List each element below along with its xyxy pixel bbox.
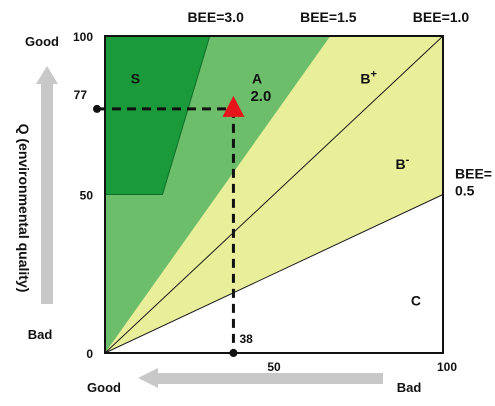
- region-label-a: A: [252, 71, 262, 87]
- x-tick-label-0: 0: [86, 347, 93, 361]
- bee-label-bee-3-0: BEE=3.0: [187, 9, 244, 25]
- y-arrow-shaft: [41, 84, 53, 304]
- y-bad-label: Bad: [28, 327, 53, 342]
- region-label-s: S: [131, 71, 140, 87]
- bee-label-bee-1-0: BEE=1.0: [413, 9, 470, 25]
- bee-line-bee-1-0: [104, 35, 444, 354]
- plot-frame: [104, 35, 444, 354]
- bee-label-bee-1-5: BEE=1.5: [300, 9, 357, 25]
- x-tick-label-100: 100: [437, 360, 457, 374]
- point-value-label: 2.0: [250, 88, 271, 105]
- bee-label-bee-0-5: BEE= 0.5: [455, 166, 492, 199]
- region-label-b-plus: B+: [360, 69, 377, 87]
- x-good-label: Good: [87, 380, 121, 395]
- y-axis-title: Q (environmental quality): [16, 124, 32, 293]
- point-x-dot: [229, 349, 238, 357]
- data-point-triangle: [222, 95, 245, 117]
- region-label-b-minus: B-: [396, 154, 410, 172]
- point-x-label: 38: [239, 332, 253, 346]
- point-y-dot: [93, 104, 101, 113]
- y-good-label: Good: [25, 34, 59, 49]
- x-arrow-head: [138, 368, 158, 388]
- point-y-label: 77: [74, 88, 88, 102]
- y-tick-label-50: 50: [80, 189, 94, 203]
- y-arrow-head: [36, 66, 58, 84]
- x-bad-label: Bad: [397, 380, 422, 395]
- region-label-c: C: [411, 292, 421, 308]
- x-arrow-shaft: [158, 373, 383, 384]
- x-tick-label-50: 50: [267, 360, 281, 374]
- y-tick-label-100: 100: [73, 30, 93, 44]
- bee-line-bee-0-5: [104, 194, 444, 354]
